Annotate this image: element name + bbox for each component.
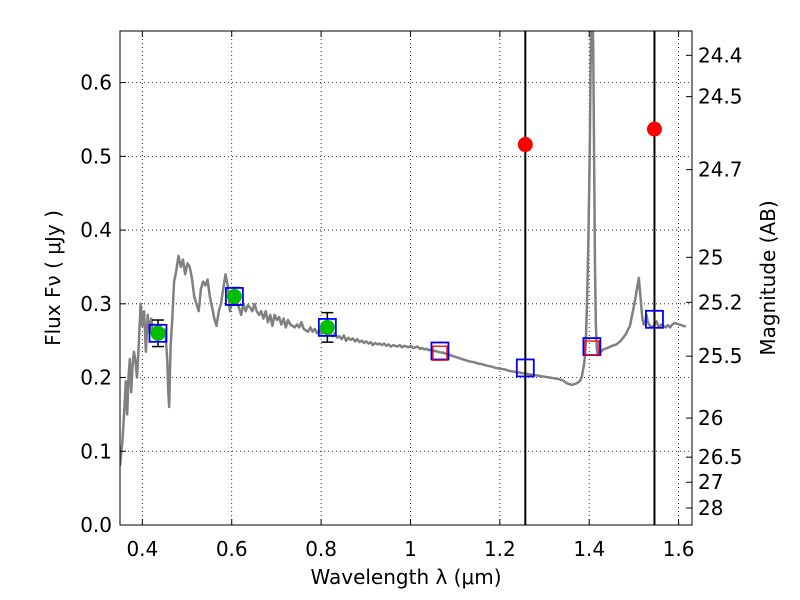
right-tick-label: 26: [698, 406, 723, 430]
tick-labels: 0.4 0.6 0.8 1 1.2 1.4 1.6 0.0 0.1 0.2 0.3 0.4 0.5 0.6…: [80, 43, 742, 561]
x-tick-label: 0.4: [126, 537, 158, 561]
model-point: [584, 340, 600, 356]
right-tick-label: 24.4: [698, 43, 743, 67]
model-point: [515, 358, 535, 378]
right-tick-label: 25.5: [698, 344, 743, 368]
data-point: [319, 319, 335, 335]
spectrum-layer: [120, 31, 687, 467]
x-tick-label: 0.6: [216, 537, 248, 561]
x-tick-label: 0.8: [305, 537, 337, 561]
y-tick-label: 0.1: [80, 439, 112, 463]
y-tick-label: 0.0: [80, 513, 112, 537]
data-point: [517, 137, 533, 153]
model-point: [224, 287, 244, 306]
y-tick-label: 0.3: [80, 292, 112, 316]
x-tick-label: 1: [404, 537, 417, 561]
model-spectrum-line: [120, 31, 687, 467]
plot-background: [120, 31, 692, 525]
vertical-lines: [524, 31, 656, 525]
right-tick-label: 24.7: [698, 158, 743, 182]
model-point: [317, 317, 337, 337]
y-tick-label: 0.4: [80, 218, 112, 242]
data-point: [150, 325, 166, 341]
right-tick-label: 25: [698, 245, 723, 269]
plot-area: [120, 31, 687, 525]
right-tick-label: 24.5: [698, 85, 743, 109]
model-point: [645, 309, 664, 329]
plot-frame: [119, 30, 693, 526]
x-tick-label: 1.4: [573, 537, 605, 561]
data-point: [226, 288, 242, 304]
y-axis-label: Flux Fν ( μJy ): [41, 210, 65, 346]
right-tick-label: 27: [698, 470, 723, 494]
x-tick-label: 1.2: [484, 537, 516, 561]
ticks: [120, 31, 692, 526]
x-tick-label: 1.6: [663, 537, 695, 561]
data-point: [646, 121, 662, 137]
model-point: [430, 341, 450, 361]
right-tick-label: 25.2: [698, 290, 743, 314]
y-axis-right-label: Magnitude (AB): [756, 200, 780, 355]
y-tick-label: 0.5: [80, 144, 112, 168]
model-point: [432, 345, 448, 361]
marker-layer: [148, 121, 664, 378]
y-tick-label: 0.2: [80, 366, 112, 390]
model-point: [148, 323, 168, 343]
right-tick-label: 28: [698, 496, 723, 520]
right-tick-label: 26.5: [698, 445, 743, 469]
x-axis-label: Wavelength λ (μm): [310, 565, 501, 589]
y-tick-label: 0.6: [80, 71, 112, 95]
